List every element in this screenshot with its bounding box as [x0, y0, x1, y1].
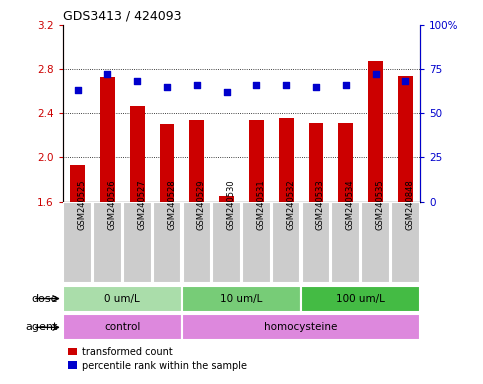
Text: GSM240527: GSM240527 [137, 180, 146, 230]
Bar [189, 121, 204, 202]
Text: GSM240529: GSM240529 [197, 180, 206, 230]
FancyBboxPatch shape [361, 202, 390, 283]
Point [253, 82, 260, 88]
Text: 100 um/L: 100 um/L [336, 293, 385, 304]
Point [223, 89, 230, 95]
Text: homocysteine: homocysteine [264, 322, 338, 333]
FancyBboxPatch shape [63, 286, 182, 311]
Text: GSM240532: GSM240532 [286, 180, 295, 230]
FancyBboxPatch shape [331, 202, 360, 283]
Bar [309, 122, 324, 202]
Text: GSM240528: GSM240528 [167, 180, 176, 230]
Text: GSM240535: GSM240535 [376, 180, 384, 230]
Text: control: control [104, 322, 141, 333]
FancyBboxPatch shape [242, 202, 270, 283]
Point [282, 82, 290, 88]
Bar [398, 76, 413, 202]
Point [193, 82, 201, 88]
Bar [130, 106, 145, 202]
FancyBboxPatch shape [182, 286, 301, 311]
Text: GSM240525: GSM240525 [78, 180, 86, 230]
Legend: transformed count, percentile rank within the sample: transformed count, percentile rank withi… [68, 347, 247, 371]
Text: 10 um/L: 10 um/L [220, 293, 263, 304]
Bar [368, 61, 383, 202]
FancyBboxPatch shape [63, 202, 92, 283]
Text: GSM240526: GSM240526 [108, 180, 116, 230]
FancyBboxPatch shape [391, 202, 420, 283]
Text: GSM240848: GSM240848 [405, 180, 414, 230]
Point [74, 87, 82, 93]
FancyBboxPatch shape [182, 314, 420, 340]
Text: GSM240533: GSM240533 [316, 180, 325, 230]
Text: GSM240530: GSM240530 [227, 180, 236, 230]
Point [163, 84, 171, 90]
FancyBboxPatch shape [272, 202, 300, 283]
Point [342, 82, 350, 88]
FancyBboxPatch shape [93, 202, 122, 283]
Bar [159, 124, 174, 202]
FancyBboxPatch shape [63, 314, 182, 340]
Point [104, 71, 112, 78]
FancyBboxPatch shape [123, 202, 152, 283]
Bar [249, 121, 264, 202]
Text: GSM240534: GSM240534 [346, 180, 355, 230]
Bar [100, 77, 115, 202]
Bar [279, 118, 294, 202]
FancyBboxPatch shape [213, 202, 241, 283]
Text: dose: dose [31, 293, 58, 304]
Text: GSM240531: GSM240531 [256, 180, 265, 230]
Bar [70, 165, 85, 202]
Point [133, 78, 141, 84]
Point [401, 78, 409, 84]
FancyBboxPatch shape [301, 286, 420, 311]
FancyBboxPatch shape [153, 202, 181, 283]
FancyBboxPatch shape [183, 202, 211, 283]
Bar [219, 195, 234, 202]
FancyBboxPatch shape [302, 202, 330, 283]
Text: 0 um/L: 0 um/L [104, 293, 140, 304]
Point [312, 84, 320, 90]
Text: GDS3413 / 424093: GDS3413 / 424093 [63, 9, 181, 22]
Bar [338, 122, 353, 202]
Text: agent: agent [26, 322, 58, 333]
Point [372, 71, 380, 78]
